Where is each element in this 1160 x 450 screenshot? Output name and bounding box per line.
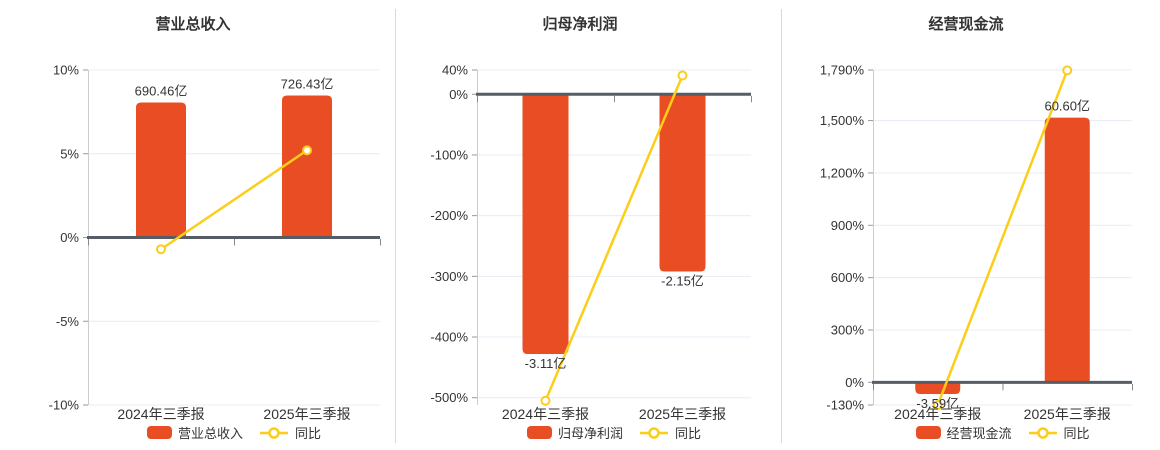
yoy-marker-2025年三季报[interactable]	[677, 70, 688, 81]
bar-value-label: -2.15亿	[661, 273, 704, 288]
y-tick-label: 1,500%	[820, 113, 865, 128]
y-tick-label: 0%	[845, 375, 864, 390]
y-tick-label: -10%	[49, 398, 80, 413]
y-tick-label: 600%	[831, 270, 865, 285]
bar-2024年三季报[interactable]	[915, 382, 961, 395]
legend-item-line[interactable]: 同比	[639, 423, 701, 442]
y-tick-label: -100%	[430, 147, 468, 162]
y-tick-label: 0%	[60, 230, 79, 245]
bar-value-label: 690.46亿	[135, 83, 188, 98]
legend-label: 经营现金流	[946, 426, 1012, 441]
line-marker-icon	[1028, 426, 1058, 439]
chart-divider	[395, 9, 396, 443]
y-tick-label: -200%	[430, 208, 468, 223]
cashflow-plot: 1,790% 1,500% 1,200% 900% 600% 300% 0% -130% -3.…	[820, 63, 1133, 413]
chart-title: 营业总收入	[155, 16, 231, 33]
bar-2024年三季报[interactable]	[136, 102, 186, 238]
y-tick-label: 300%	[831, 322, 865, 337]
chart-divider	[781, 9, 782, 443]
y-tick-label: 40%	[442, 63, 468, 78]
bar-2025年三季报[interactable]	[1044, 117, 1090, 383]
bar-2025年三季报[interactable]	[282, 95, 332, 238]
bar-swatch-icon	[526, 426, 552, 439]
legend: 营业总收入 同比	[146, 423, 321, 442]
legend: 经营现金流 同比	[915, 423, 1090, 442]
x-axis-label: 2024年三季报	[894, 406, 982, 422]
legend-label: 同比	[295, 426, 322, 441]
y-tick-label: 5%	[60, 146, 79, 161]
y-tick-label: 1,200%	[820, 165, 865, 180]
y-tick-label: 1,790%	[820, 63, 865, 78]
bar-value-label: 726.43亿	[281, 76, 334, 91]
chart-revenue: 营业总收入 10% 5% 0% -5% -10% 690.46亿 726.43亿 2024年…	[0, 0, 396, 450]
revenue-plot: 10% 5% 0% -5% -10% 690.46亿 726.43亿	[49, 63, 381, 413]
bar-value-label: -3.59亿	[916, 396, 959, 411]
yoy-marker-2025年三季报[interactable]	[1062, 65, 1073, 76]
x-axis-label: 2024年三季报	[501, 406, 590, 422]
chart-title: 经营现金流	[928, 16, 1004, 33]
line-marker-icon	[259, 426, 289, 439]
chart-operating-cashflow: 经营现金流 1,790% 1,500% 1,200% 900% 600% 300% 0% -1…	[782, 0, 1160, 450]
x-axis-label: 2025年三季报	[1023, 406, 1111, 422]
bar-swatch-icon	[146, 426, 172, 439]
y-tick-label: -300%	[430, 269, 468, 284]
legend-item-bar[interactable]: 营业总收入	[146, 423, 243, 442]
bar-value-label: 60.60亿	[1044, 99, 1090, 114]
chart-title: 归母净利润	[542, 16, 618, 33]
legend-item-line[interactable]: 同比	[1028, 423, 1090, 442]
legend-item-bar[interactable]: 归母净利润	[526, 423, 623, 442]
yoy-marker-2025年三季报[interactable]	[302, 145, 312, 156]
bar-2024年三季报[interactable]	[522, 94, 569, 355]
y-tick-label: -130%	[826, 398, 864, 413]
legend: 归母净利润 同比	[526, 423, 701, 442]
legend-label: 归母净利润	[557, 426, 623, 441]
line-marker-icon	[639, 426, 669, 439]
chart-net-profit: 归母净利润 40% 0% -100% -200% -300% -400% -500% -3.1…	[396, 0, 782, 450]
bar-value-label: -3.11亿	[525, 356, 567, 371]
x-axis-label: 2024年三季报	[117, 406, 205, 422]
bar-swatch-icon	[915, 426, 941, 439]
yoy-line[interactable]	[544, 75, 684, 402]
x-axis-label: 2025年三季报	[638, 406, 727, 422]
y-tick-label: -400%	[430, 330, 468, 345]
legend-item-line[interactable]: 同比	[259, 423, 321, 442]
yoy-line[interactable]	[160, 149, 308, 251]
y-tick-label: 0%	[449, 87, 468, 102]
yoy-line[interactable]	[936, 69, 1069, 406]
yoy-marker-2024年三季报[interactable]	[540, 395, 551, 406]
y-tick-label: 900%	[831, 218, 865, 233]
yoy-marker-2024年三季报[interactable]	[156, 244, 166, 255]
x-axis-label: 2025年三季报	[263, 406, 351, 422]
legend-item-bar[interactable]: 经营现金流	[915, 423, 1012, 442]
legend-label: 营业总收入	[177, 426, 243, 441]
yoy-marker-2024年三季报[interactable]	[932, 400, 943, 410]
net-profit-plot: 40% 0% -100% -200% -300% -400% -500% -3.11亿 -2.1…	[430, 63, 752, 406]
legend-label: 同比	[675, 426, 702, 441]
bar-2025年三季报[interactable]	[659, 94, 706, 272]
y-tick-label: 10%	[53, 63, 79, 78]
legend-label: 同比	[1063, 426, 1090, 441]
y-tick-label: -500%	[430, 390, 468, 405]
y-tick-label: -5%	[56, 314, 80, 329]
